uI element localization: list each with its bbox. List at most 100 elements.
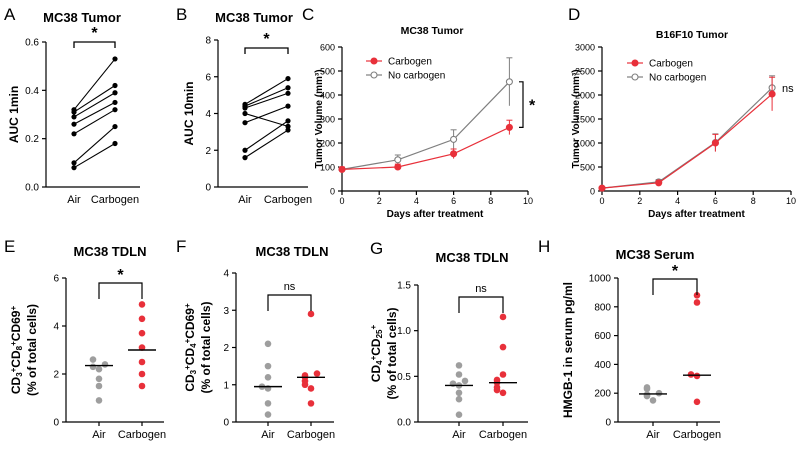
panel-G-point-carbogen xyxy=(493,383,501,391)
panel-A-point-carbogen xyxy=(112,90,118,96)
panel-H-sig-label: * xyxy=(672,263,679,280)
panel-B-point-carbogen xyxy=(285,90,291,96)
panel-C-x-tick-label: 8 xyxy=(488,196,493,206)
panel-C-series-no-carbogen-point xyxy=(450,135,458,143)
panel-C-series-carbogen-point xyxy=(505,123,513,131)
panel-E-ylabel-part: CD xyxy=(9,350,23,368)
panel-A-point-air xyxy=(71,107,77,113)
panel-B-y-tick-label: 6 xyxy=(205,72,211,83)
panel-G-letter: G xyxy=(370,239,383,258)
panel-B-y-tick-label: 2 xyxy=(205,146,211,157)
panel-B-pair-line xyxy=(244,112,289,127)
panel-F-y-tick-label: 1 xyxy=(223,380,229,391)
panel-H-y-tick-label: 800 xyxy=(594,302,611,313)
panel-B-point-carbogen xyxy=(285,123,291,129)
panel-C-y-tick-label: 500 xyxy=(320,67,335,77)
panel-D-series-carbogen-point xyxy=(598,184,606,192)
panel-D-y-tick-label: 0 xyxy=(590,187,595,197)
panel-E-ylabel-part: + xyxy=(9,367,18,372)
panel-G-point-carbogen xyxy=(493,376,501,384)
panel-C-y-tick-label: 600 xyxy=(320,43,335,53)
panel-B-point-air xyxy=(242,120,248,126)
panel-G-point-air xyxy=(455,371,463,378)
panel-D-x-tick-label: 8 xyxy=(751,196,756,206)
panel-F-point-carbogen xyxy=(313,370,321,377)
panel-G-point-carbogen xyxy=(499,343,507,351)
panel-B-point-air xyxy=(242,155,248,161)
panel-E-point-carbogen xyxy=(138,301,146,308)
panel-F-y-tick-label: 0 xyxy=(223,418,229,429)
panel-G-ylabel-part: 4 xyxy=(375,360,384,365)
panel-H-point-carbogen xyxy=(693,372,701,380)
panel-E-title: MC38 TDLN xyxy=(74,244,147,259)
panel-C-series-no-carbogen-point xyxy=(394,156,402,164)
panel-B-title: MC38 Tumor xyxy=(215,10,293,25)
panel-B-y-tick-label: 0 xyxy=(205,183,211,194)
panel-E-ylabel-part: + xyxy=(9,341,18,346)
panel-D-letter: D xyxy=(568,5,580,24)
panel-C-series-no-carbogen-line xyxy=(341,81,510,170)
panel-E-letter: E xyxy=(4,237,15,256)
panel-F-ylabel-part: CD xyxy=(183,374,197,392)
panel-D-xlabel: Days after treatment xyxy=(648,209,745,220)
panel-B-point-carbogen xyxy=(285,75,291,82)
panel-A-sig-bracket xyxy=(73,41,116,48)
panel-E-point-carbogen xyxy=(138,344,146,351)
panel-G-point-carbogen xyxy=(499,313,507,321)
panel-G-ylabel: CD4+CD25+ xyxy=(369,324,384,382)
panel-A-y-tick-label: 0.0 xyxy=(25,183,39,194)
panel-D-series-carbogen-line xyxy=(601,93,773,189)
panel-F-y-tick-label: 2 xyxy=(223,343,229,354)
panel-G-ylabel-2: (% of total cells) xyxy=(385,307,399,399)
panel-D-series-carbogen-point xyxy=(655,179,663,187)
panel-B-x-label-air: Air xyxy=(238,194,252,206)
panel-F-point-carbogen xyxy=(307,385,315,392)
panel-D-y-tick-label: 2500 xyxy=(575,67,595,77)
panel-F-ylabel-part: CD69 xyxy=(183,308,197,339)
panel-E-point-air xyxy=(89,356,97,363)
panel-G-ylabel-part: + xyxy=(369,355,378,360)
panel-C-series-no-carbogen-point xyxy=(505,78,513,86)
panel-E-point-carbogen xyxy=(138,315,146,323)
panel-A-y-tick-label: 0.2 xyxy=(25,134,39,145)
panel-G-ylabel-part: CD xyxy=(369,365,383,383)
panel-F-ylabel-part: 3 xyxy=(189,369,198,374)
panel-B-letter: B xyxy=(176,5,187,24)
panel-F-point-air xyxy=(264,362,272,370)
panel-B-pair-line xyxy=(244,87,289,107)
panel-E-point-carbogen xyxy=(138,329,146,337)
panel-B-pair-line xyxy=(244,120,289,151)
panel-A-point-air xyxy=(71,131,77,137)
panel-E-sig-label: * xyxy=(117,267,124,284)
panel-B-point-air xyxy=(242,101,248,107)
panel-F-point-air xyxy=(264,411,272,418)
panel-H-y-tick-label: 400 xyxy=(594,360,611,371)
panel-B-sig-bracket xyxy=(244,47,289,54)
panel-A-x-label-air: Air xyxy=(67,194,81,206)
panel-H-y-tick-label: 1000 xyxy=(589,274,612,285)
panel-G-title: MC38 TDLN xyxy=(436,250,509,265)
panel-A-point-air xyxy=(71,160,77,166)
panel-H-y-tick-label: 200 xyxy=(594,389,611,400)
panel-G-y-tick-label: 0.0 xyxy=(397,418,411,429)
panel-C-legend-marker-carbogen xyxy=(370,57,378,65)
panel-H-point-air xyxy=(643,384,651,391)
panel-A-point-carbogen xyxy=(112,123,118,130)
panel-A-ylabel: AUC 1min xyxy=(7,86,21,143)
panel-D-y-tick-label: 3000 xyxy=(575,43,595,53)
panel-D-y-tick-label: 1000 xyxy=(575,139,595,149)
panel-E-point-carbogen xyxy=(138,382,146,390)
panel-C-legend-marker-no-carbogen xyxy=(370,71,378,79)
panel-G-x-label-air: Air xyxy=(452,429,466,441)
panel-F-ylabel: CD3+CD4+CD69+ xyxy=(183,303,198,392)
panel-F-sig-label: ns xyxy=(284,281,296,293)
panel-B-pair-line xyxy=(244,129,289,159)
panel-F-y-tick-label: 4 xyxy=(223,269,229,280)
panel-F-ylabel-2: (% of total cells) xyxy=(199,301,213,393)
panel-B-point-carbogen xyxy=(285,85,291,91)
panel-B-x-label-carbogen: Carbogen xyxy=(264,194,312,206)
panel-H-point-carbogen xyxy=(687,371,695,378)
panel-G-ylabel-part: 25 xyxy=(375,329,384,338)
panel-D-y-tick-label: 1500 xyxy=(575,115,595,125)
